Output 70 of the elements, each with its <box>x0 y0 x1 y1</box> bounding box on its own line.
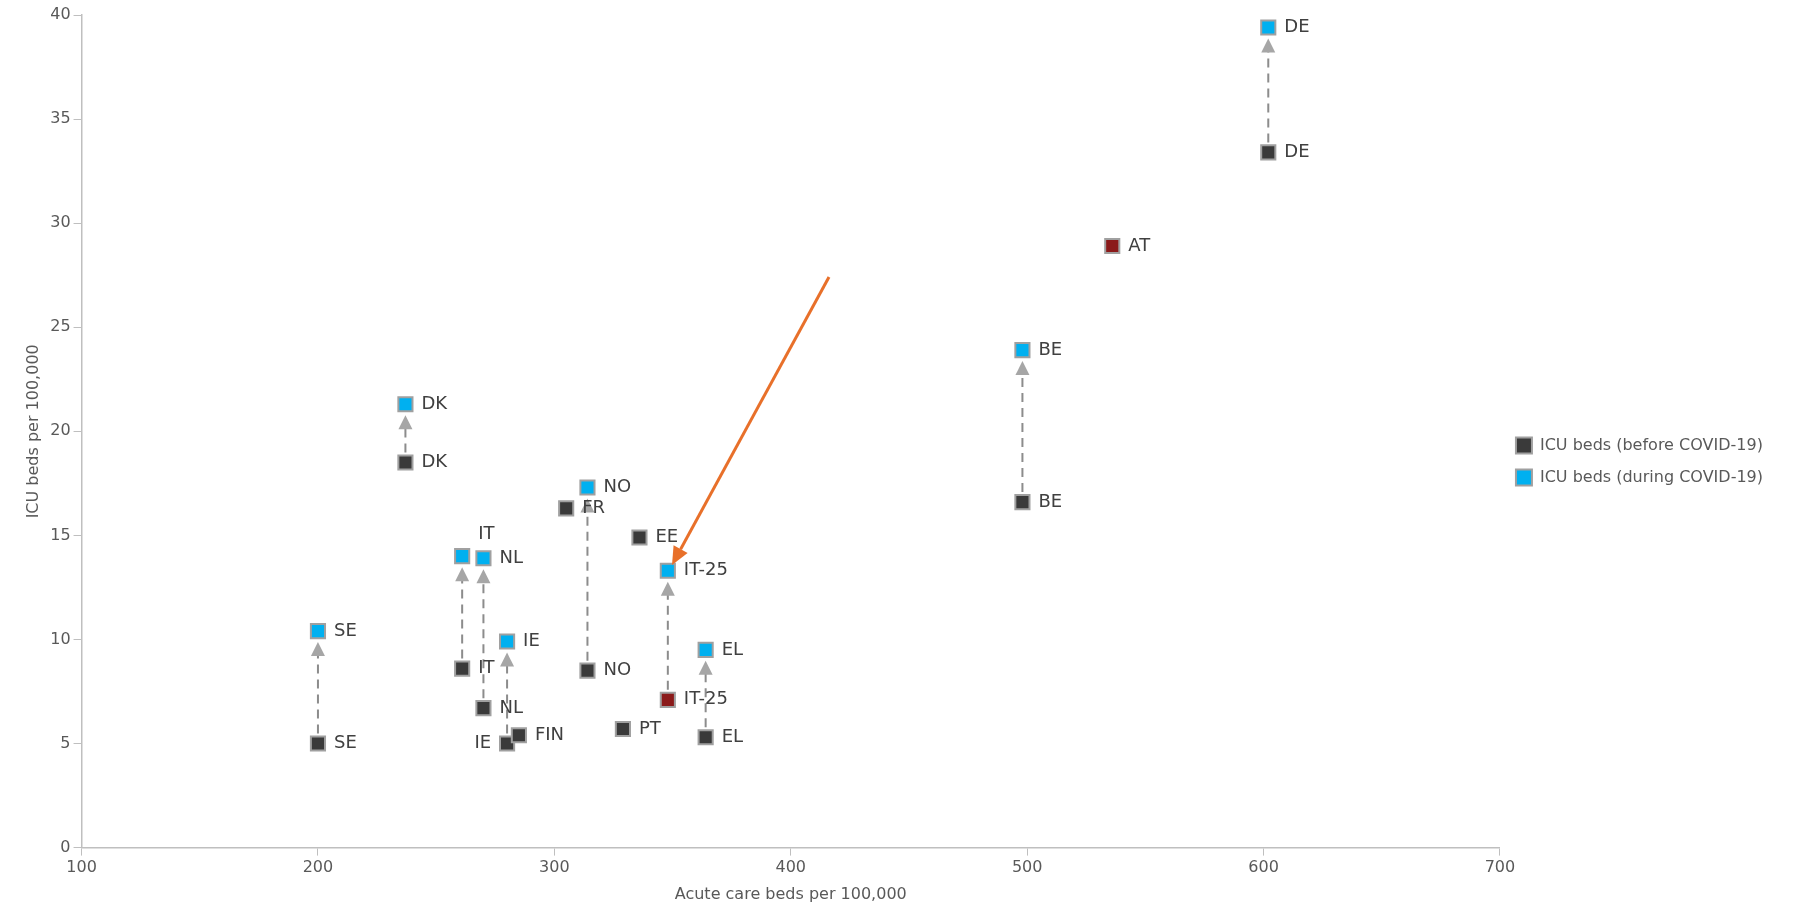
annotation: EL <box>721 724 744 746</box>
annotation: IE <box>523 629 540 651</box>
annotation: IT-25 <box>683 687 728 709</box>
legend-label: ICU beds (before COVID-19) <box>1539 434 1763 454</box>
point <box>614 720 631 738</box>
y-tick-label: 20 <box>50 420 71 440</box>
point <box>697 729 714 746</box>
x-tick-label: 100 <box>66 857 97 877</box>
point <box>1014 494 1031 511</box>
y-tick-label: 5 <box>60 732 71 752</box>
annotation: IE <box>474 731 492 753</box>
annotation: NO <box>603 475 632 497</box>
annotation: PT <box>638 716 662 738</box>
point <box>397 454 414 471</box>
point <box>309 623 327 640</box>
point <box>510 727 527 744</box>
point <box>579 479 596 496</box>
y-tick-label: 30 <box>50 212 71 232</box>
point <box>499 633 516 650</box>
y-axis-title: ICU beds per 100,000 <box>22 344 42 519</box>
annotation: NL <box>499 695 523 717</box>
point <box>397 396 414 413</box>
annotation: DK <box>421 391 449 413</box>
point <box>579 662 596 679</box>
point <box>558 500 575 517</box>
y-tick-label: 0 <box>60 836 71 856</box>
point <box>454 660 471 677</box>
y-tick-label: 40 <box>50 4 71 24</box>
annotation: FIN <box>534 722 565 744</box>
x-axis-title: Acute care beds per 100,000 <box>674 883 907 903</box>
annotation: SE <box>333 731 357 753</box>
point <box>1260 19 1277 36</box>
annotation: FR <box>582 495 606 517</box>
annotation: IT <box>478 656 496 678</box>
point <box>309 735 327 752</box>
annotation: SE <box>333 618 357 640</box>
annotation: BE <box>1038 489 1063 511</box>
annotation: BE <box>1038 337 1063 359</box>
x-tick-label: 700 <box>1484 857 1516 877</box>
point <box>454 548 471 565</box>
point <box>1014 342 1031 359</box>
point <box>697 641 714 658</box>
x-tick-label: 200 <box>302 857 334 877</box>
x-tick-label: 500 <box>1011 857 1043 877</box>
y-tick-label: 35 <box>50 108 71 128</box>
y-tick-label: 25 <box>50 316 71 336</box>
annotation: DE <box>1284 140 1310 162</box>
point <box>499 735 516 752</box>
point <box>475 700 492 717</box>
annotation: NO <box>603 658 632 680</box>
annotation: DE <box>1284 15 1310 37</box>
point <box>475 550 492 567</box>
annotation: NL <box>499 545 523 567</box>
point <box>659 562 676 579</box>
annotation: IT-25 <box>683 558 728 580</box>
x-tick-label: 300 <box>539 857 570 877</box>
y-tick-label: 10 <box>50 628 71 648</box>
x-tick-label: 400 <box>775 857 807 877</box>
annotation: EE <box>655 525 679 547</box>
point <box>1104 237 1121 255</box>
annotation: AT <box>1128 233 1152 255</box>
annotation: EL <box>721 637 744 659</box>
x-tick-label: 600 <box>1248 857 1279 877</box>
y-tick-label: 15 <box>50 524 71 544</box>
point <box>659 691 676 708</box>
annotation: DK <box>421 450 449 472</box>
annotation: IT <box>478 521 496 543</box>
point <box>1260 144 1277 161</box>
point <box>631 529 648 546</box>
legend-label: ICU beds (during COVID-19) <box>1539 466 1764 486</box>
